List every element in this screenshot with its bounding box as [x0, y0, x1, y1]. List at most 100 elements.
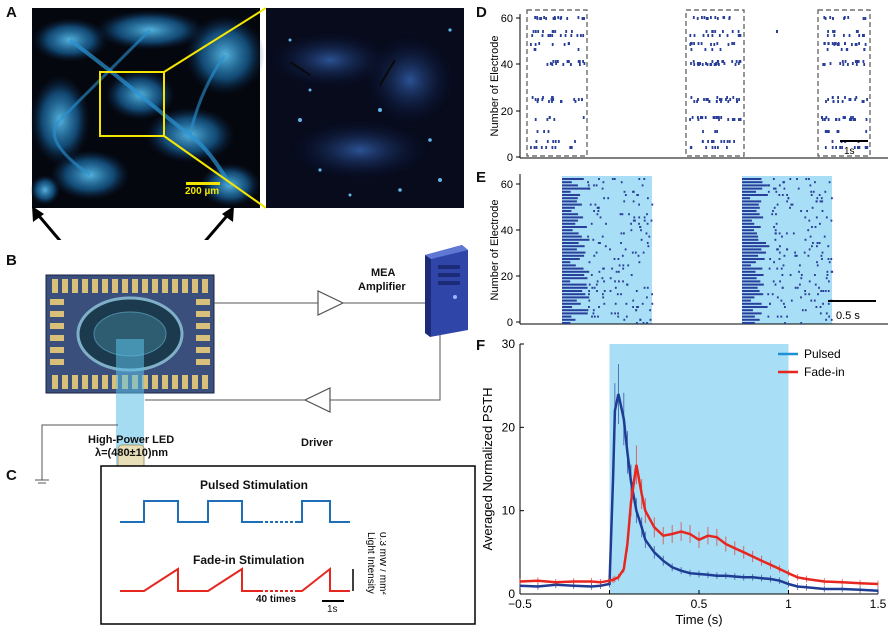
e-spike: [773, 187, 775, 190]
e-spike: [609, 290, 612, 292]
e-spike: [742, 283, 764, 286]
d-spike: [840, 48, 843, 51]
e-spike: [588, 261, 591, 264]
e-spike: [819, 306, 822, 308]
d-spike: [581, 17, 584, 20]
d-spike: [554, 146, 557, 149]
d-spike: [569, 146, 572, 149]
e-spike: [742, 267, 763, 270]
d-spike: [545, 17, 547, 20]
e-spike: [774, 232, 777, 235]
f-ytick-label: 0: [508, 587, 515, 601]
e-spike: [611, 178, 614, 180]
e-spike: [603, 302, 606, 305]
d-ytick-20: 20: [501, 106, 513, 118]
d-spike: [713, 43, 716, 46]
e-spike: [620, 232, 623, 235]
d-spike: [862, 17, 865, 20]
d-spike: [821, 118, 824, 121]
d-spike: [834, 42, 837, 45]
e-spike: [593, 184, 595, 187]
e-spike: [816, 261, 818, 264]
d-spike: [841, 60, 844, 63]
e-spike: [816, 197, 819, 200]
d-spike: [726, 146, 728, 149]
d-spike: [554, 30, 557, 33]
e-ytick-60: 60: [501, 179, 513, 191]
d-spike: [551, 63, 554, 66]
e-spike: [617, 312, 619, 315]
d-burst-box-2: [685, 9, 745, 157]
d-spike: [827, 30, 829, 33]
e-spike: [618, 264, 621, 267]
d-spike: [705, 30, 708, 33]
d-spike: [689, 34, 692, 37]
panel-a-micrographs: [30, 7, 464, 240]
e-spike: [742, 184, 768, 187]
d-spike: [577, 60, 580, 63]
e-spike: [742, 248, 762, 251]
e-spike: [562, 254, 585, 257]
d-spike: [856, 60, 859, 63]
d-spike: [722, 30, 724, 33]
d-spike: [835, 118, 837, 121]
e-spike: [640, 238, 643, 241]
e-spike: [562, 322, 571, 324]
e-spike: [818, 242, 821, 244]
d-spike: [837, 130, 840, 133]
e-spike: [796, 286, 799, 289]
e-spike: [623, 232, 625, 235]
e-spike: [596, 206, 599, 209]
d-spike: [557, 16, 560, 19]
amplifier-label-line2: Amplifier: [358, 281, 406, 293]
e-spike: [610, 312, 613, 315]
f-legend-label: Pulsed: [804, 347, 841, 361]
d-spike: [718, 34, 721, 37]
intensity-label: Light Intensity 0.3 mW / mm²: [365, 532, 386, 595]
e-spike: [779, 245, 781, 248]
e-spike: [794, 251, 796, 254]
d-spike: [851, 43, 853, 46]
d-spike: [842, 116, 845, 119]
e-spike: [742, 197, 751, 200]
d-spike: [864, 146, 867, 149]
e-spike: [562, 178, 584, 180]
e-time-scale-label: 0.5 s: [836, 310, 860, 322]
e-spike: [742, 258, 765, 260]
d-spike: [825, 100, 827, 103]
d-spike: [710, 16, 712, 19]
e-spike: [772, 178, 775, 180]
d-spike: [536, 130, 539, 133]
d-spike: [577, 16, 580, 19]
e-spike: [825, 277, 828, 280]
e-spike: [617, 270, 620, 273]
e-spike: [593, 254, 596, 257]
e-spike: [742, 235, 759, 238]
e-spike: [617, 315, 620, 318]
f-series-line-pulsed: [519, 393, 879, 592]
d-spike: [531, 34, 534, 37]
e-spike: [651, 203, 654, 206]
intensity-label-line1: Light Intensity: [365, 532, 376, 594]
e-spike: [823, 235, 826, 238]
d-spike: [582, 34, 585, 37]
e-spike: [777, 248, 779, 251]
led-label-line2: λ=(480±10)nm: [95, 447, 168, 459]
d-spike: [841, 100, 844, 103]
e-spike: [624, 248, 627, 251]
d-spike: [693, 63, 696, 66]
e-spike: [816, 242, 819, 244]
e-spike: [789, 206, 791, 209]
d-spike: [837, 100, 839, 103]
e-spike: [799, 264, 801, 267]
d-spike: [833, 30, 836, 33]
e-spike: [588, 293, 590, 296]
e-spike: [815, 200, 818, 203]
d-spike: [827, 98, 829, 101]
d-spike: [564, 34, 567, 37]
e-spike: [613, 258, 616, 260]
d-spike: [554, 17, 556, 20]
e-spike: [597, 242, 600, 244]
d-spike: [552, 60, 555, 63]
d-spike: [714, 146, 717, 149]
